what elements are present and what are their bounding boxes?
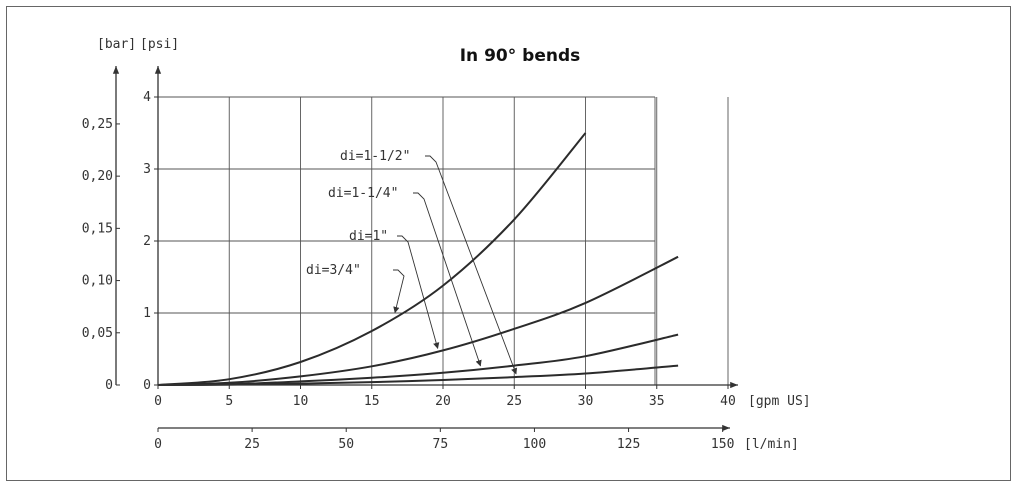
chart-title: In 90° bends	[460, 46, 581, 66]
x2-tick-label: 100	[523, 437, 546, 452]
outer-border	[6, 6, 1011, 481]
y2-axis-unit: [bar]	[97, 37, 136, 52]
annotation-leader-1	[413, 192, 482, 367]
y2-tick-label: 0,05	[82, 326, 113, 341]
y2-tick-label: 0,10	[82, 274, 113, 289]
y2-tick-label: 0,20	[82, 169, 113, 184]
x-tick-label: 10	[293, 394, 309, 409]
x2-tick-label: 0	[154, 437, 162, 452]
annotations: di=1-1/2" di=1-1/4" di=1" di=3/4"	[306, 149, 518, 375]
axes: 0 5 10 15 20 25 30 35 40 [gpm US]0 25 50 75 100 125 150…	[82, 37, 811, 452]
annotation-label: di=1"	[349, 229, 388, 244]
annotation-leader-0	[425, 155, 518, 375]
x-axis-unit: [gpm US]	[748, 394, 811, 409]
x-tick-label: 20	[435, 394, 451, 409]
x-tick-label: 5	[225, 394, 233, 409]
x2-tick-label: 75	[433, 437, 449, 452]
annotation-label: di=3/4"	[306, 263, 361, 278]
x2-axis-unit: [l/min]	[744, 437, 799, 452]
x-tick-label: 25	[506, 394, 522, 409]
x-tick-label: 40	[720, 394, 736, 409]
y2-tick-label: 0,25	[82, 117, 113, 132]
y-tick-label: 0	[143, 378, 151, 393]
y-tick-label: 1	[143, 306, 151, 321]
grid-lines	[158, 96, 729, 385]
x2-tick-label: 50	[338, 437, 354, 452]
x2-tick-label: 150	[711, 437, 734, 452]
y-tick-label: 2	[143, 234, 151, 249]
series-curves	[157, 132, 679, 386]
y-tick-label: 3	[143, 162, 151, 177]
x2-tick-label: 25	[244, 437, 260, 452]
series-line-0	[157, 132, 587, 386]
x-tick-label: 15	[364, 394, 380, 409]
x-tick-label: 35	[649, 394, 665, 409]
x-tick-label: 0	[154, 394, 162, 409]
annotation-leader-3	[393, 269, 405, 314]
y2-tick-label: 0	[105, 378, 113, 393]
annotation-leader-2	[397, 235, 440, 349]
annotation-label: di=1-1/2"	[340, 149, 410, 164]
series-line-1	[157, 255, 679, 386]
y-tick-label: 4	[143, 90, 151, 105]
y-axis-unit: [psi]	[140, 37, 179, 52]
x-tick-label: 30	[578, 394, 594, 409]
y2-tick-label: 0,15	[82, 221, 113, 236]
x2-tick-label: 125	[617, 437, 640, 452]
annotation-label: di=1-1/4"	[328, 186, 398, 201]
